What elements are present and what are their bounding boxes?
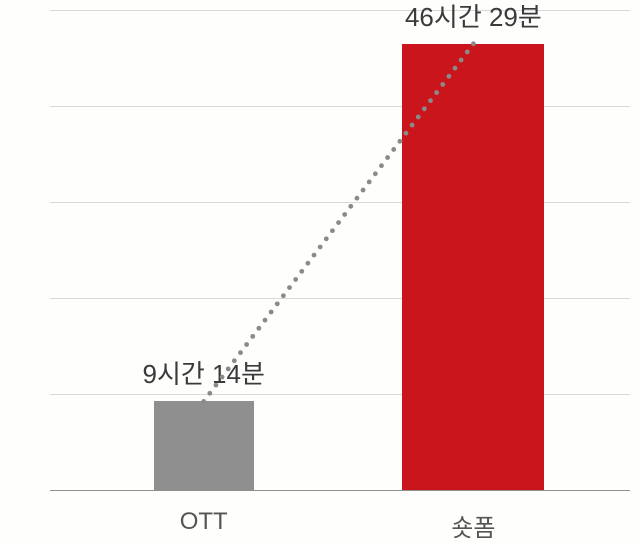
data-label-0: 9시간 14분	[143, 354, 265, 391]
gridline	[50, 10, 630, 11]
plot-area: 9시간 14분OTT46시간 29분숏폼	[50, 10, 630, 490]
category-label-0: OTT	[180, 508, 228, 536]
x-axis	[50, 490, 630, 491]
bar-0	[154, 401, 254, 490]
data-label-1: 46시간 29분	[405, 0, 542, 34]
usage-time-bar-chart: 9시간 14분OTT46시간 29분숏폼	[0, 0, 642, 533]
bar-1	[402, 44, 544, 490]
category-label-1: 숏폼	[451, 508, 495, 543]
